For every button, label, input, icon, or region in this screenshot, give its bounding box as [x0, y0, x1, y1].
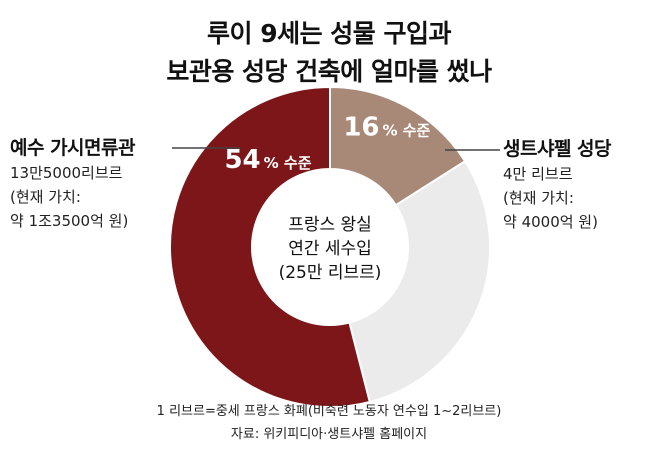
right-annotation-title: 생트샤펠 성당 — [503, 138, 612, 160]
donut-slice-2 — [169, 85, 372, 408]
donut-slice-0 — [329, 85, 467, 207]
slice-label-2: 54% 수준 — [224, 145, 311, 175]
left-annotation-line-2: (현재 가치: — [10, 188, 81, 206]
chart-title-line-2: 보관용 성당 건축에 얼마를 썼나 — [166, 57, 492, 86]
right-annotation-line-1: 4만 리브르 — [503, 165, 573, 183]
center-label-line-2: 연간 세수입 — [288, 239, 372, 259]
left-annotation-line-3: 약 1조3500억 원) — [10, 212, 129, 230]
right-annotation-line-2: (현재 가치: — [503, 189, 574, 207]
donut-slice-1 — [348, 159, 491, 404]
left-annotation-line-1: 13만5000리브르 — [10, 164, 123, 182]
center-label-line-3: (25만 리브르) — [279, 263, 382, 283]
source-note: 자료: 위키피디아·생트샤펠 홈페이지 — [230, 427, 428, 442]
center-label-line-1: 프랑스 왕실 — [288, 215, 372, 235]
chart-title-line-1: 루이 9세는 성물 구입과 — [206, 19, 452, 48]
left-annotation-title: 예수 가시면류관 — [10, 137, 135, 159]
footnote: 1 리브르=중세 프랑스 화폐(비숙련 노동자 연수입 1~2리브르) — [156, 404, 502, 419]
right-annotation-line-3: 약 4000억 원) — [503, 213, 598, 231]
slice-label-0: 16% 수준 — [343, 113, 430, 143]
